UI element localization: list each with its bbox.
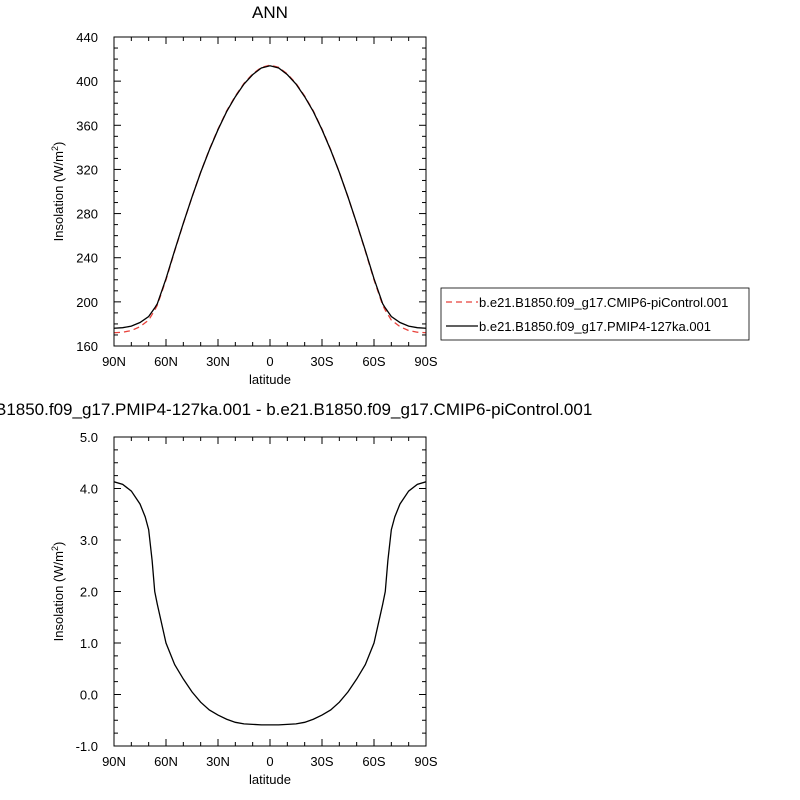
x-tick-label: 90N bbox=[102, 354, 126, 369]
x-tick-label: 30N bbox=[206, 754, 230, 769]
x-tick-label: 30S bbox=[310, 754, 333, 769]
y-tick-label: 2.0 bbox=[80, 585, 98, 600]
plot-frame bbox=[113, 36, 427, 347]
legend-label-2: b.e21.B1850.f09_g17.PMIP4-127ka.001 bbox=[479, 319, 711, 334]
y-tick-label: 1.0 bbox=[80, 636, 98, 651]
y-tick-label: 320 bbox=[76, 162, 98, 177]
x-tick-label: 60S bbox=[362, 754, 385, 769]
y-axis-label: Insolation (W/m2) bbox=[50, 542, 66, 642]
x-tick-label: 0 bbox=[266, 754, 273, 769]
x-tick-label: 90N bbox=[102, 754, 126, 769]
y-tick-label: 5.0 bbox=[80, 430, 98, 445]
legend: b.e21.B1850.f09_g17.CMIP6-piControl.001b… bbox=[440, 287, 750, 341]
legend-label-1: b.e21.B1850.f09_g17.CMIP6-piControl.001 bbox=[479, 295, 728, 310]
y-tick-label: 280 bbox=[76, 207, 98, 222]
series-line-1 bbox=[114, 481, 426, 726]
x-tick-label: 60N bbox=[154, 754, 178, 769]
y-tick-label: -1.0 bbox=[76, 739, 98, 754]
y-tick-label: 400 bbox=[76, 74, 98, 89]
x-axis-label: latitude bbox=[249, 772, 291, 787]
y-tick-label: 440 bbox=[76, 30, 98, 45]
x-tick-label: 90S bbox=[414, 754, 437, 769]
y-tick-label: 0.0 bbox=[80, 688, 98, 703]
x-tick-label: 30S bbox=[310, 354, 333, 369]
plot-frame bbox=[113, 436, 427, 747]
chart-title: b.e21.B1850.f09_g17.PMIP4-127ka.001 - b.… bbox=[0, 400, 592, 419]
y-tick-label: 4.0 bbox=[80, 482, 98, 497]
series-line-2 bbox=[114, 65, 426, 329]
y-tick-label: 200 bbox=[76, 295, 98, 310]
x-axis-label: latitude bbox=[249, 372, 291, 387]
y-tick-label: 360 bbox=[76, 118, 98, 133]
x-tick-label: 30N bbox=[206, 354, 230, 369]
chart-panel-2: b.e21.B1850.f09_g17.PMIP4-127ka.001 - b.… bbox=[0, 400, 592, 787]
y-tick-label: 240 bbox=[76, 251, 98, 266]
y-axis-label: Insolation (W/m2) bbox=[50, 142, 66, 242]
x-tick-label: 60S bbox=[362, 354, 385, 369]
x-tick-label: 90S bbox=[414, 354, 437, 369]
x-tick-label: 0 bbox=[266, 354, 273, 369]
y-tick-label: 160 bbox=[76, 339, 98, 354]
x-tick-label: 60N bbox=[154, 354, 178, 369]
chart-title: ANN bbox=[252, 3, 288, 22]
y-tick-label: 3.0 bbox=[80, 533, 98, 548]
chart-panel-1: ANN 90N 60N 30N 0 30S 60S 90S 160 200 240 280 320 360… bbox=[50, 3, 750, 387]
legend-box bbox=[440, 287, 750, 341]
